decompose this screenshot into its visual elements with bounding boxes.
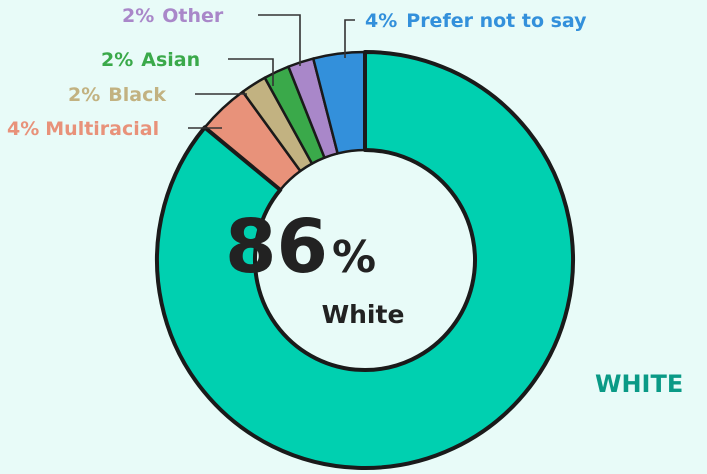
label-multiracial: 4% Multiracial	[7, 118, 159, 140]
leader-line-other	[258, 14, 301, 66]
label-asian: 2% Asian	[101, 49, 200, 71]
side-label-white: WHITE	[595, 370, 683, 398]
label-prefer-not-to-say: 4% Prefer not to say	[365, 10, 587, 32]
slice-white	[155, 50, 575, 470]
leader-line-asian	[228, 58, 274, 86]
center-unit: %	[332, 232, 376, 283]
leader-line-prefer	[344, 19, 355, 58]
center-label: White	[322, 300, 405, 329]
center-value: 86	[225, 204, 328, 290]
label-other: 2% Other	[122, 5, 224, 27]
label-black: 2% Black	[68, 84, 166, 106]
